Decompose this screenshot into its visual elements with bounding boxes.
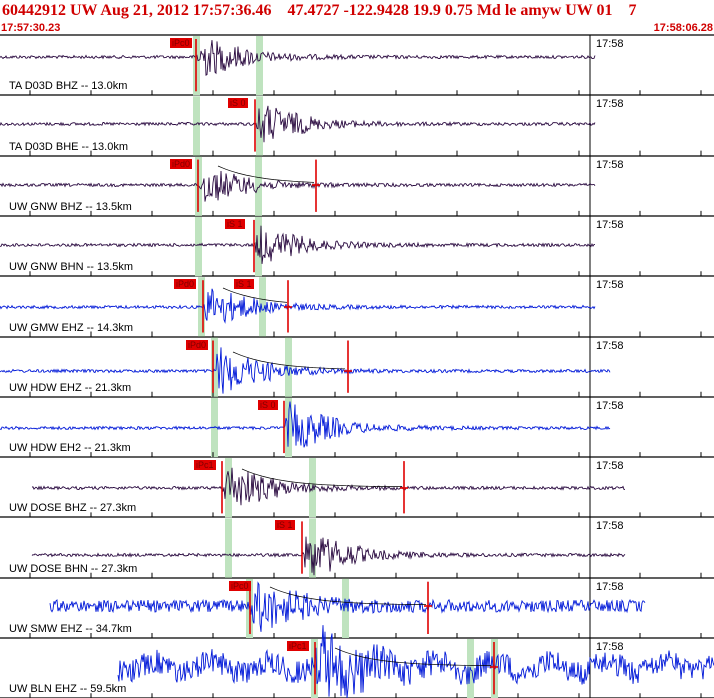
coda-curve — [241, 468, 403, 488]
phase-window-band — [285, 337, 292, 397]
minute-mark-label: 17:58 — [596, 339, 624, 352]
coda-curve — [269, 586, 426, 605]
minute-mark-label: 17:58 — [596, 399, 624, 412]
phase-pick-label[interactable]: iPd0 — [170, 158, 193, 169]
phase-pick-label[interactable]: iPc1 — [287, 641, 309, 651]
phase-pick-label[interactable]: iPc0 — [170, 38, 192, 48]
phase-pick-label[interactable]: iPd0 — [186, 339, 209, 350]
coda-curve — [232, 351, 346, 370]
time-start-label: 17:57:30.23 — [1, 22, 61, 34]
phase-pick-label[interactable]: iPc1 — [194, 460, 216, 471]
phase-window-band — [195, 216, 202, 277]
minute-mark-label: 17:58 — [596, 641, 624, 653]
waveform-trace — [0, 40, 596, 76]
phase-pick-label[interactable]: iS 0 — [258, 399, 278, 410]
waveform-trace — [0, 288, 596, 324]
waveform-trace — [0, 105, 596, 143]
phase-window-band — [256, 36, 263, 96]
trace-label: UW GMW EHZ -- 14.3km — [9, 321, 134, 334]
phase-window-band — [193, 96, 200, 156]
phase-window-band — [255, 156, 262, 216]
minute-mark-label: 17:58 — [596, 38, 624, 50]
phase-window-band — [211, 337, 218, 397]
minute-mark-label: 17:58 — [596, 279, 624, 292]
minute-mark-label: 17:58 — [596, 580, 624, 593]
phase-pick-label[interactable]: iS 1 — [234, 279, 254, 290]
trace-label: UW DOSE BHN -- 27.3km — [9, 562, 138, 575]
minute-mark-label: 17:58 — [596, 158, 624, 171]
waveform-trace — [49, 581, 646, 632]
trace-label: TA D03D BHZ -- 13.0km — [9, 80, 128, 93]
minute-mark-label: 17:58 — [596, 520, 624, 533]
coda-curve — [222, 287, 288, 303]
waveform-trace — [31, 536, 626, 576]
event-title: 60442912 UW Aug 21, 2012 17:57:36.46 47.… — [2, 2, 637, 19]
minute-mark-label: 17:58 — [596, 460, 624, 473]
trace-label: UW HDW EHZ -- 21.3km — [9, 381, 132, 394]
phase-window-band — [225, 518, 232, 578]
coda-curve — [334, 647, 491, 666]
trace-label: TA D03D BHE -- 13.0km — [9, 140, 128, 153]
phase-window-band — [225, 458, 232, 518]
phase-window-band — [309, 518, 316, 578]
phase-pick-label[interactable]: iPc0 — [229, 580, 251, 591]
trace-label: UW GNW BHN -- 13.5km — [9, 261, 134, 274]
trace-label: UW HDW EH2 -- 21.3km — [9, 442, 131, 455]
waveform-trace — [0, 170, 596, 202]
trace-label: UW GNW BHZ -- 13.5km — [9, 200, 132, 213]
phase-pick-label[interactable]: iS 1 — [225, 218, 245, 229]
phase-pick-label[interactable]: iPd0 — [174, 279, 197, 290]
time-end-label: 17:58:06.28 — [653, 22, 713, 34]
waveform-trace — [117, 625, 714, 698]
waveform-trace — [0, 225, 596, 264]
minute-mark-label: 17:58 — [596, 98, 624, 111]
phase-pick-label[interactable]: iS 0 — [228, 98, 248, 109]
coda-curve — [217, 165, 315, 183]
waveform-trace — [31, 467, 625, 506]
phase-window-band — [342, 578, 349, 638]
trace-label: UW BLN EHZ -- 59.5km — [9, 683, 127, 696]
trace-label: UW DOSE BHZ -- 27.3km — [9, 502, 137, 515]
waveform-trace — [0, 401, 611, 448]
trace-label: UW SMW EHZ -- 34.7km — [9, 623, 132, 635]
minute-mark-label: 17:58 — [596, 218, 624, 231]
phase-pick-label[interactable]: iS 1 — [275, 520, 295, 531]
phase-window-band — [259, 277, 266, 337]
phase-window-band — [255, 216, 262, 277]
